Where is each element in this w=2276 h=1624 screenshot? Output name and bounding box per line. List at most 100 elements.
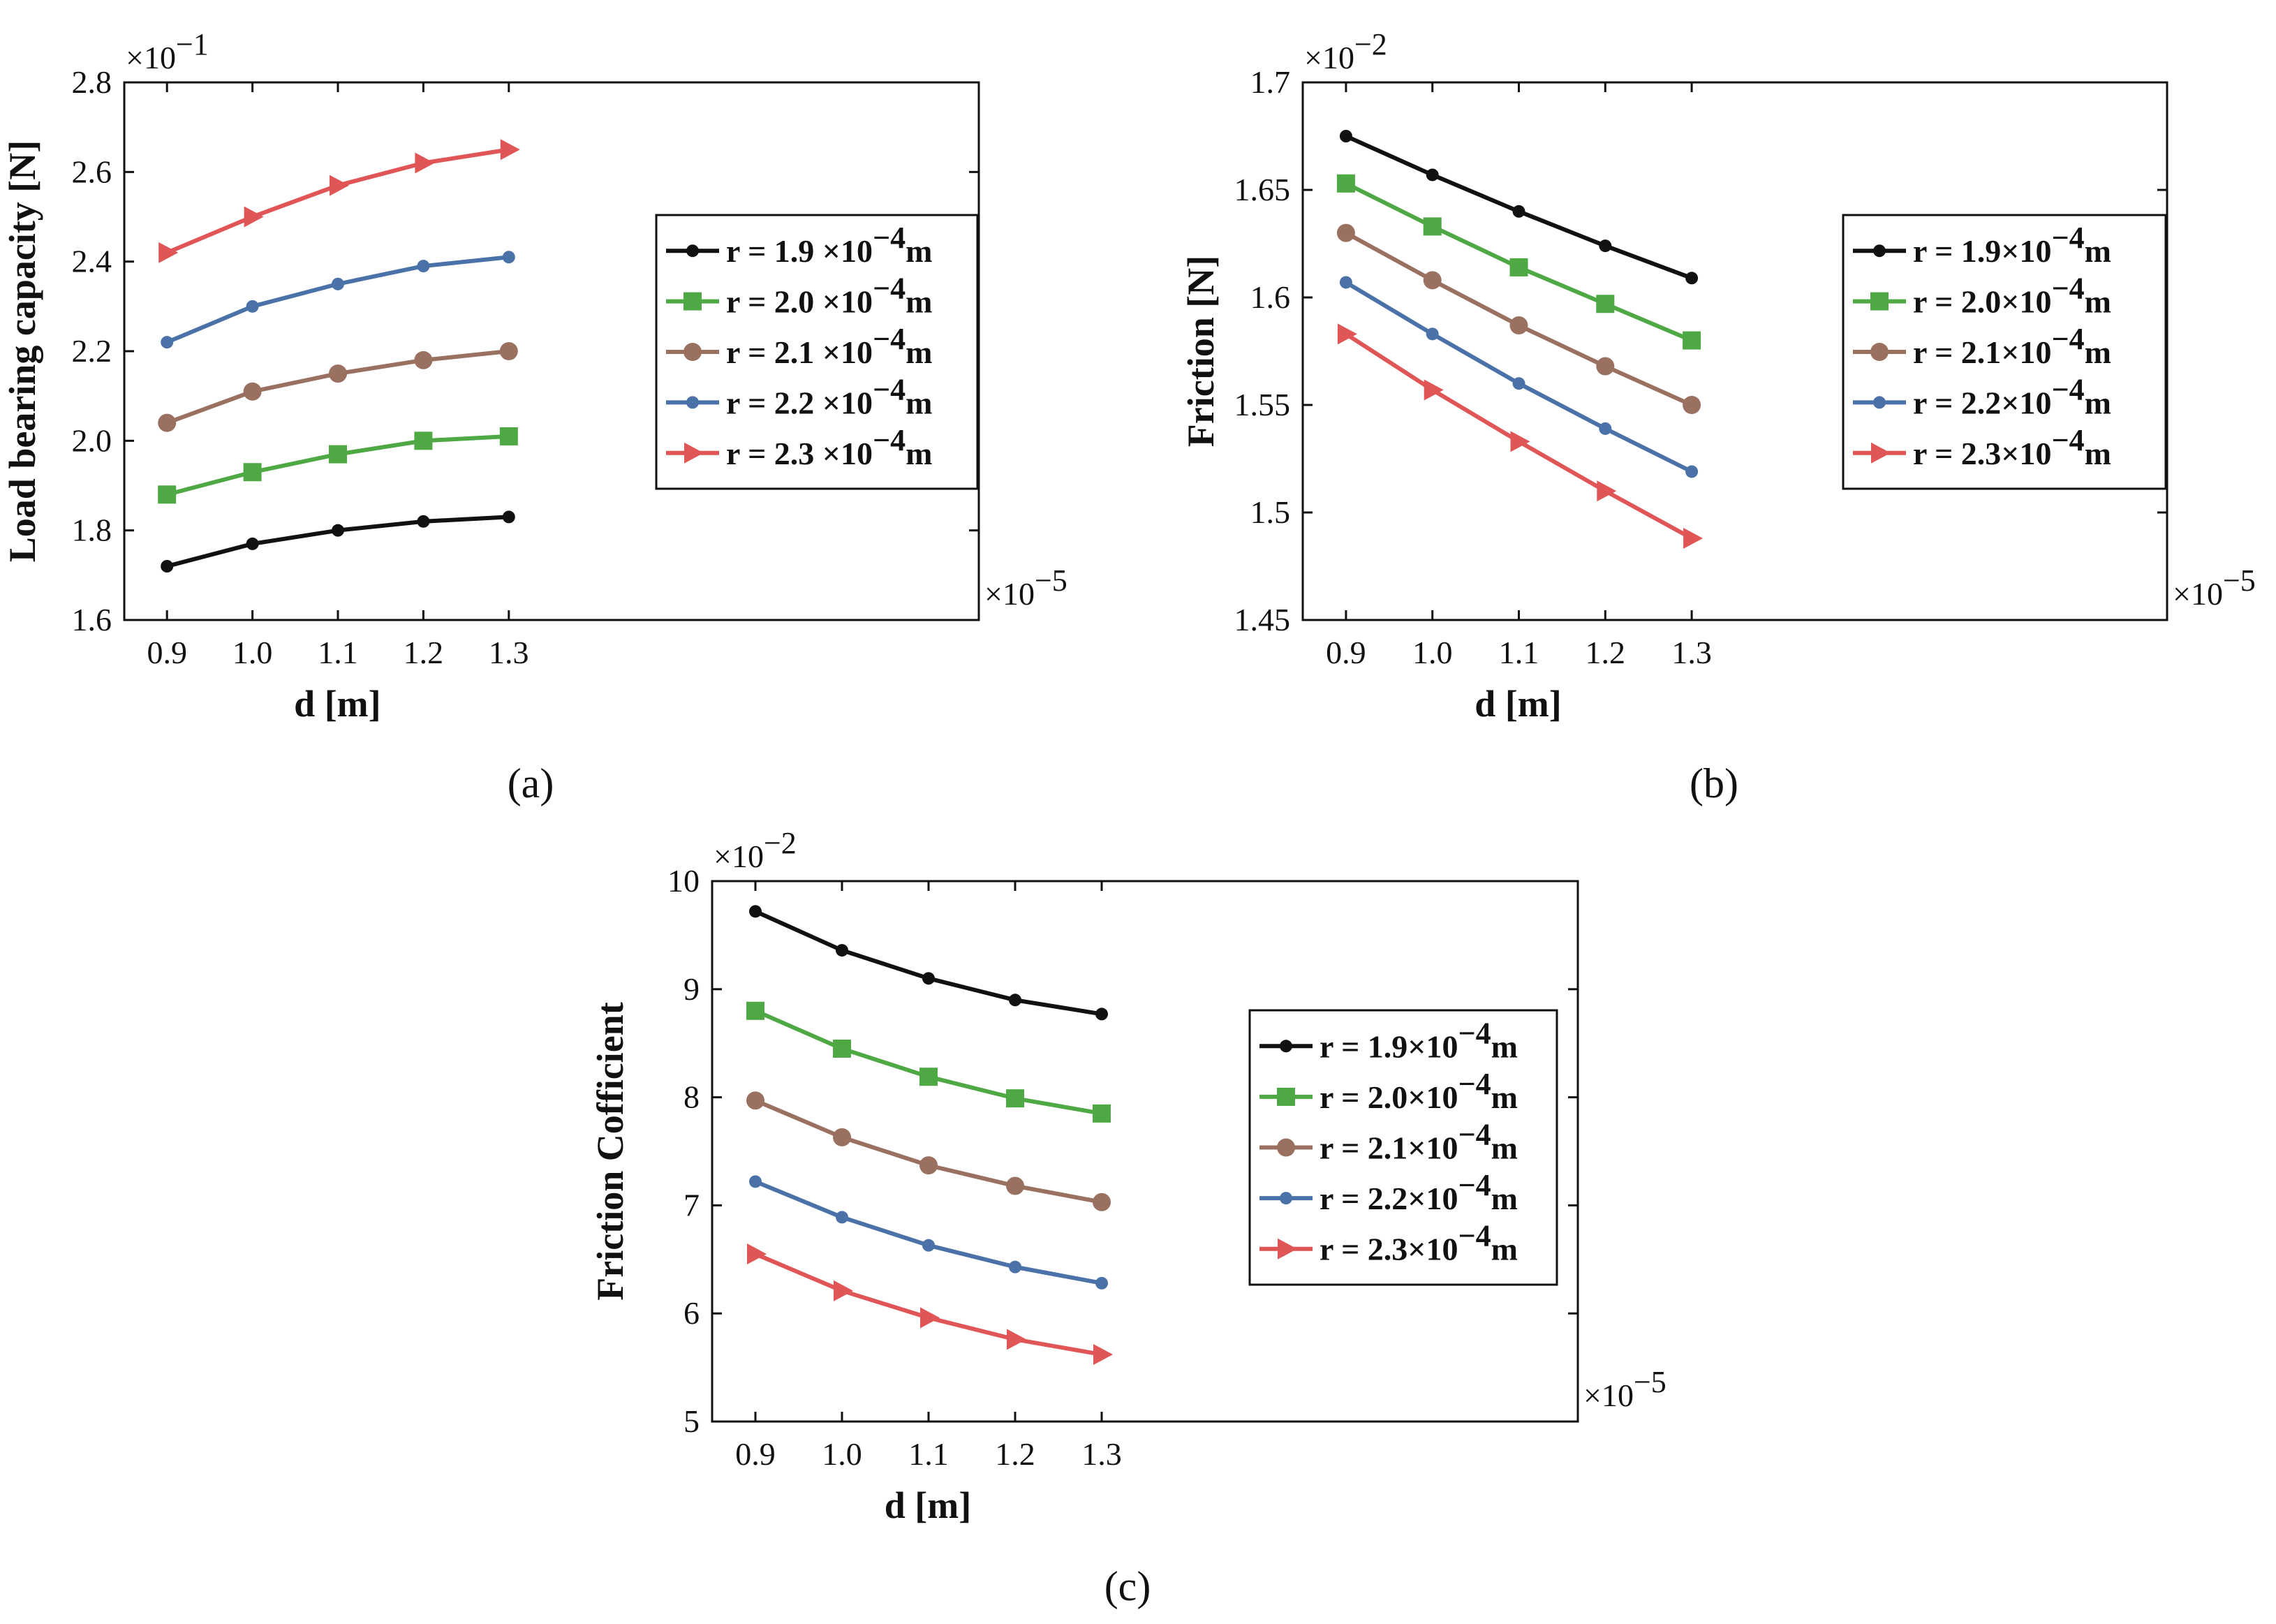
legend-marker — [683, 343, 702, 361]
y-axis-label: Load bearing capacity [N] — [1, 140, 43, 562]
data-point — [244, 206, 264, 228]
y-tick-label: 2.8 — [72, 64, 112, 100]
data-point — [158, 242, 179, 263]
data-point — [1093, 1193, 1111, 1211]
data-point — [1509, 316, 1528, 335]
y-tick-label: 8 — [683, 1079, 700, 1115]
data-point — [499, 342, 518, 360]
x-tick-label: 0.9 — [735, 1436, 776, 1472]
data-point — [499, 427, 518, 445]
data-point — [502, 510, 515, 524]
legend-marker — [1873, 396, 1886, 409]
data-point — [1510, 431, 1530, 452]
legend-marker — [1870, 292, 1889, 311]
legend-marker — [1280, 1192, 1292, 1205]
data-point — [1095, 1007, 1108, 1021]
x-tick-label: 1.1 — [908, 1436, 949, 1472]
y-axis-label: Friction [N] — [1180, 256, 1222, 447]
data-point — [1336, 223, 1355, 242]
data-point — [1093, 1344, 1113, 1366]
data-point — [1596, 295, 1615, 313]
y-tick-label: 1.6 — [72, 602, 112, 637]
x-tick-label: 1.2 — [404, 635, 444, 670]
legend: r = 1.9 ×10−4mr = 2.0 ×10−4mr = 2.1 ×10−… — [655, 214, 979, 490]
legend-marker — [1873, 244, 1886, 258]
data-point — [158, 413, 177, 432]
data-point — [414, 350, 433, 369]
y-tick-label: 5 — [683, 1403, 700, 1439]
data-point — [749, 905, 762, 918]
data-point — [920, 1307, 940, 1329]
data-point — [1597, 480, 1617, 502]
data-point — [332, 277, 344, 290]
data-point — [161, 336, 174, 349]
x-tick-label: 1.3 — [1671, 635, 1712, 670]
y-tick-label: 1.7 — [1250, 64, 1291, 100]
x-tick-label: 1.1 — [318, 635, 358, 670]
data-point — [1423, 217, 1442, 236]
y-tick-label: 2.2 — [72, 333, 112, 369]
y-tick-label: 2.6 — [72, 154, 112, 189]
legend-marker — [683, 292, 702, 311]
y-tick-label: 7 — [683, 1187, 700, 1223]
data-point — [749, 1175, 762, 1188]
data-point — [243, 382, 262, 401]
x-axis-label: d [m] — [885, 1484, 971, 1526]
data-point — [500, 139, 520, 161]
data-point — [836, 944, 848, 957]
data-point — [246, 537, 259, 550]
plot-frame — [1301, 81, 2168, 621]
y-tick-label: 9 — [683, 971, 700, 1007]
data-point — [1512, 377, 1525, 390]
data-point — [1339, 276, 1352, 289]
data-point — [1009, 1260, 1021, 1274]
legend: r = 1.9×10−4mr = 2.0×10−4mr = 2.1×10−4mr… — [1248, 1009, 1558, 1286]
legend-marker — [1280, 1040, 1292, 1053]
data-point — [1006, 1176, 1024, 1195]
legend-marker — [1277, 1138, 1295, 1157]
data-point — [1599, 422, 1612, 435]
data-point — [1596, 357, 1615, 376]
data-point — [1509, 258, 1528, 276]
chart-panel-1: 0.9 1.0 1.1 1.2 1.31.61.82.02.22.42.62.8×10−… — [1, 27, 1067, 806]
data-point — [1683, 331, 1701, 350]
y-tick-label: 1.6 — [1250, 279, 1291, 315]
data-point — [329, 364, 347, 383]
data-point — [1337, 323, 1357, 345]
data-point — [1685, 272, 1699, 285]
y-tick-label: 6 — [683, 1295, 700, 1331]
data-point — [833, 1039, 851, 1058]
data-point — [243, 463, 262, 482]
data-point — [330, 175, 349, 196]
y-tick-label: 1.55 — [1234, 387, 1291, 422]
x-axis-label: d [m] — [1475, 683, 1561, 725]
data-point — [1339, 130, 1352, 142]
data-point — [158, 485, 177, 504]
data-point — [414, 431, 433, 450]
y-tick-label: 1.8 — [72, 512, 112, 548]
data-point — [246, 300, 259, 313]
legend-marker — [686, 244, 699, 258]
legend-marker — [1870, 343, 1889, 361]
data-point — [836, 1211, 848, 1224]
data-point — [922, 1239, 935, 1252]
data-point — [1683, 396, 1701, 414]
data-point — [746, 1091, 764, 1110]
panel-label: (c) — [1104, 1563, 1151, 1609]
data-point — [417, 515, 430, 528]
data-point — [1009, 994, 1021, 1007]
x-tick-label: 1.3 — [1081, 1436, 1122, 1472]
data-point — [919, 1068, 938, 1086]
chart-panel-2: 0.9 1.0 1.1 1.2 1.31.451.51.551.61.651.7×10−… — [1180, 27, 2256, 806]
data-point — [1006, 1089, 1024, 1108]
x-tick-label: 1.0 — [822, 1436, 862, 1472]
data-point — [332, 524, 344, 537]
data-point — [329, 445, 347, 464]
data-point — [834, 1280, 853, 1301]
data-point — [1599, 239, 1612, 253]
legend-marker — [1278, 1238, 1297, 1260]
x-tick-label: 1.0 — [1412, 635, 1453, 670]
legend-marker — [686, 396, 699, 409]
data-point — [415, 152, 435, 174]
